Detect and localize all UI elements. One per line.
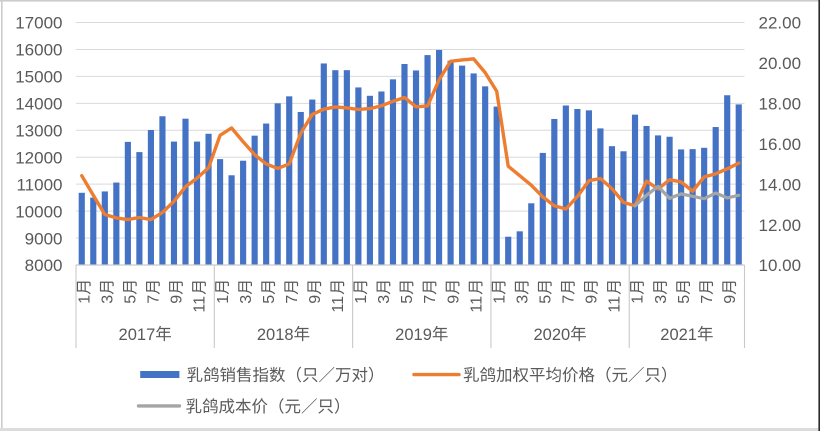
svg-text:20.00: 20.00 — [759, 54, 802, 73]
svg-text:11: 11 — [330, 296, 347, 313]
svg-text:7: 7 — [146, 295, 163, 304]
svg-text:9: 9 — [722, 295, 739, 304]
svg-text:1: 1 — [630, 295, 647, 304]
svg-text:15000: 15000 — [15, 68, 62, 87]
svg-text:11: 11 — [468, 296, 485, 313]
svg-text:2020: 2020 — [533, 326, 570, 344]
svg-text:14.00: 14.00 — [759, 175, 802, 194]
svg-text:12.00: 12.00 — [759, 216, 802, 235]
svg-text:5: 5 — [399, 295, 416, 304]
svg-text:3: 3 — [653, 295, 670, 304]
svg-text:10000: 10000 — [15, 202, 62, 221]
svg-text:7: 7 — [284, 295, 301, 304]
svg-text:2018: 2018 — [257, 326, 294, 344]
svg-text:16.00: 16.00 — [759, 135, 802, 154]
svg-text:5: 5 — [123, 295, 140, 304]
svg-text:3: 3 — [100, 295, 117, 304]
svg-text:16000: 16000 — [15, 41, 62, 60]
svg-text:7: 7 — [561, 295, 578, 304]
svg-text:14000: 14000 — [15, 95, 62, 114]
svg-text:10.00: 10.00 — [759, 256, 802, 275]
svg-text:17000: 17000 — [15, 14, 62, 33]
svg-text:5: 5 — [676, 295, 693, 304]
svg-text:9: 9 — [169, 295, 186, 304]
svg-text:5: 5 — [538, 295, 555, 304]
svg-text:18.00: 18.00 — [759, 95, 802, 114]
svg-text:9: 9 — [445, 295, 462, 304]
svg-text:2019: 2019 — [395, 326, 432, 344]
svg-text:8000: 8000 — [25, 256, 63, 275]
svg-text:2017: 2017 — [119, 326, 156, 344]
svg-text:1: 1 — [491, 295, 508, 304]
svg-text:11: 11 — [607, 296, 624, 313]
svg-text:9: 9 — [307, 295, 324, 304]
svg-text:5: 5 — [261, 295, 278, 304]
svg-text:9: 9 — [584, 295, 601, 304]
svg-text:11: 11 — [192, 296, 209, 313]
svg-text:12000: 12000 — [15, 148, 62, 167]
svg-text:1: 1 — [215, 295, 232, 304]
svg-text:3: 3 — [376, 295, 393, 304]
svg-text:9000: 9000 — [25, 229, 63, 248]
svg-text:1: 1 — [76, 295, 93, 304]
svg-text:22.00: 22.00 — [759, 14, 802, 33]
svg-text:2021: 2021 — [660, 326, 697, 344]
svg-text:7: 7 — [422, 295, 439, 304]
svg-text:7: 7 — [699, 295, 716, 304]
svg-text:1: 1 — [353, 295, 370, 304]
svg-text:11000: 11000 — [16, 175, 62, 194]
svg-text:3: 3 — [238, 295, 255, 304]
svg-text:3: 3 — [514, 295, 531, 304]
svg-text:13000: 13000 — [15, 121, 62, 140]
